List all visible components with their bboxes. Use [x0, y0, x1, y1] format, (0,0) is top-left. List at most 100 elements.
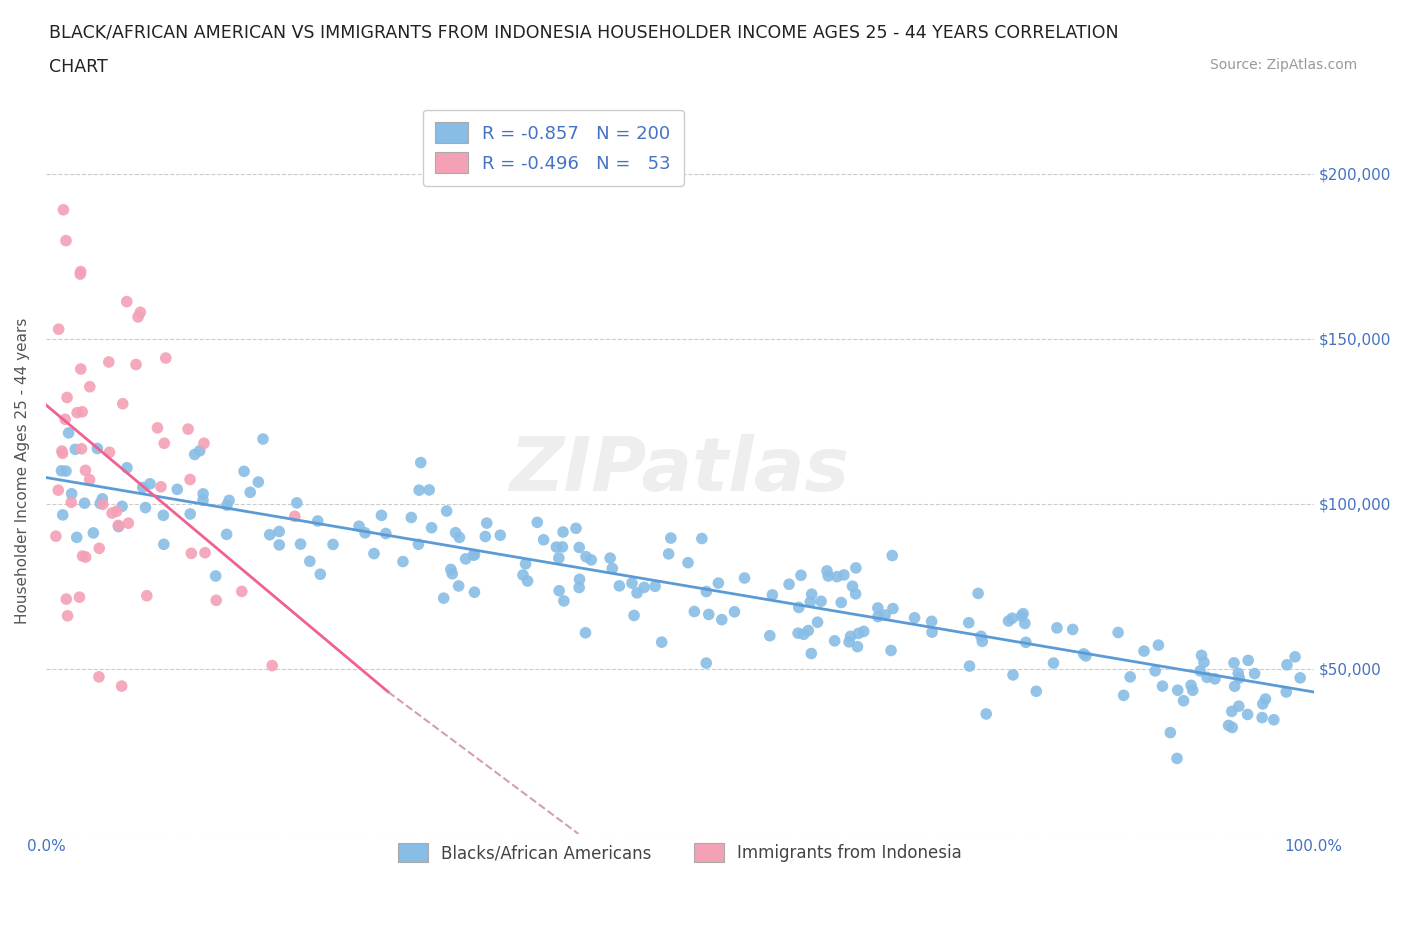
Point — [841, 578, 863, 593]
Point — [845, 561, 868, 576]
Point — [1014, 616, 1036, 631]
Point — [179, 472, 201, 487]
Point — [65, 442, 87, 457]
Point — [972, 634, 994, 649]
Point — [845, 587, 868, 602]
Point — [599, 551, 621, 565]
Point — [46, 483, 69, 498]
Point — [231, 584, 253, 599]
Point — [551, 525, 574, 539]
Point — [89, 496, 111, 511]
Point — [1189, 663, 1212, 678]
Point — [548, 583, 571, 598]
Point — [723, 604, 745, 619]
Point — [290, 537, 312, 551]
Point — [1197, 670, 1219, 684]
Point — [79, 472, 101, 487]
Point — [58, 425, 80, 440]
Point — [817, 568, 839, 583]
Point — [215, 527, 238, 542]
Point — [1167, 683, 1189, 698]
Point — [568, 580, 591, 595]
Point — [880, 643, 903, 658]
Point — [967, 586, 990, 601]
Point — [52, 508, 75, 523]
Point — [51, 463, 73, 478]
Point — [98, 445, 121, 459]
Point — [322, 537, 344, 551]
Point — [546, 539, 568, 554]
Point — [707, 576, 730, 591]
Point — [179, 507, 201, 522]
Point — [91, 497, 114, 512]
Point — [309, 566, 332, 581]
Point — [247, 474, 270, 489]
Point — [787, 600, 810, 615]
Point — [852, 624, 875, 639]
Point — [132, 480, 155, 495]
Point — [127, 310, 149, 325]
Point — [778, 577, 800, 591]
Point — [1254, 692, 1277, 707]
Point — [101, 506, 124, 521]
Point — [565, 521, 588, 536]
Point — [1218, 718, 1240, 733]
Point — [105, 504, 128, 519]
Point — [48, 322, 70, 337]
Point — [815, 564, 838, 578]
Point — [581, 552, 603, 567]
Y-axis label: Householder Income Ages 25 - 44 years: Householder Income Ages 25 - 44 years — [15, 318, 30, 624]
Point — [463, 585, 485, 600]
Point — [115, 294, 138, 309]
Point — [921, 625, 943, 640]
Point — [233, 464, 256, 479]
Point — [830, 595, 852, 610]
Point — [69, 362, 91, 377]
Point — [166, 482, 188, 497]
Point — [56, 390, 79, 405]
Point — [89, 541, 111, 556]
Point — [1001, 611, 1024, 626]
Point — [526, 515, 548, 530]
Point — [1015, 635, 1038, 650]
Text: BLACK/AFRICAN AMERICAN VS IMMIGRANTS FROM INDONESIA HOUSEHOLDER INCOME AGES 25 -: BLACK/AFRICAN AMERICAN VS IMMIGRANTS FRO… — [49, 23, 1119, 41]
Point — [575, 550, 598, 565]
Point — [1220, 720, 1243, 735]
Point — [475, 515, 498, 530]
Point — [1251, 711, 1274, 725]
Point — [73, 496, 96, 511]
Point — [1112, 688, 1135, 703]
Point — [658, 547, 681, 562]
Point — [193, 436, 215, 451]
Point — [194, 545, 217, 560]
Point — [921, 614, 943, 629]
Point — [146, 420, 169, 435]
Point — [1119, 670, 1142, 684]
Point — [269, 525, 291, 539]
Point — [970, 629, 993, 644]
Point — [882, 601, 904, 616]
Point — [191, 486, 214, 501]
Point — [79, 379, 101, 394]
Point — [839, 629, 862, 644]
Point — [1042, 656, 1064, 671]
Point — [644, 578, 666, 593]
Point — [1073, 646, 1095, 661]
Point — [205, 592, 228, 607]
Point — [180, 546, 202, 561]
Point — [1243, 666, 1265, 681]
Point — [117, 516, 139, 531]
Point — [441, 566, 464, 581]
Point — [284, 509, 307, 524]
Point — [129, 305, 152, 320]
Point — [177, 421, 200, 436]
Point — [626, 586, 648, 601]
Point — [374, 526, 396, 541]
Point — [903, 610, 925, 625]
Point — [759, 629, 782, 644]
Point — [75, 550, 97, 565]
Point — [252, 432, 274, 446]
Point — [153, 537, 176, 551]
Point — [761, 588, 783, 603]
Point — [551, 539, 574, 554]
